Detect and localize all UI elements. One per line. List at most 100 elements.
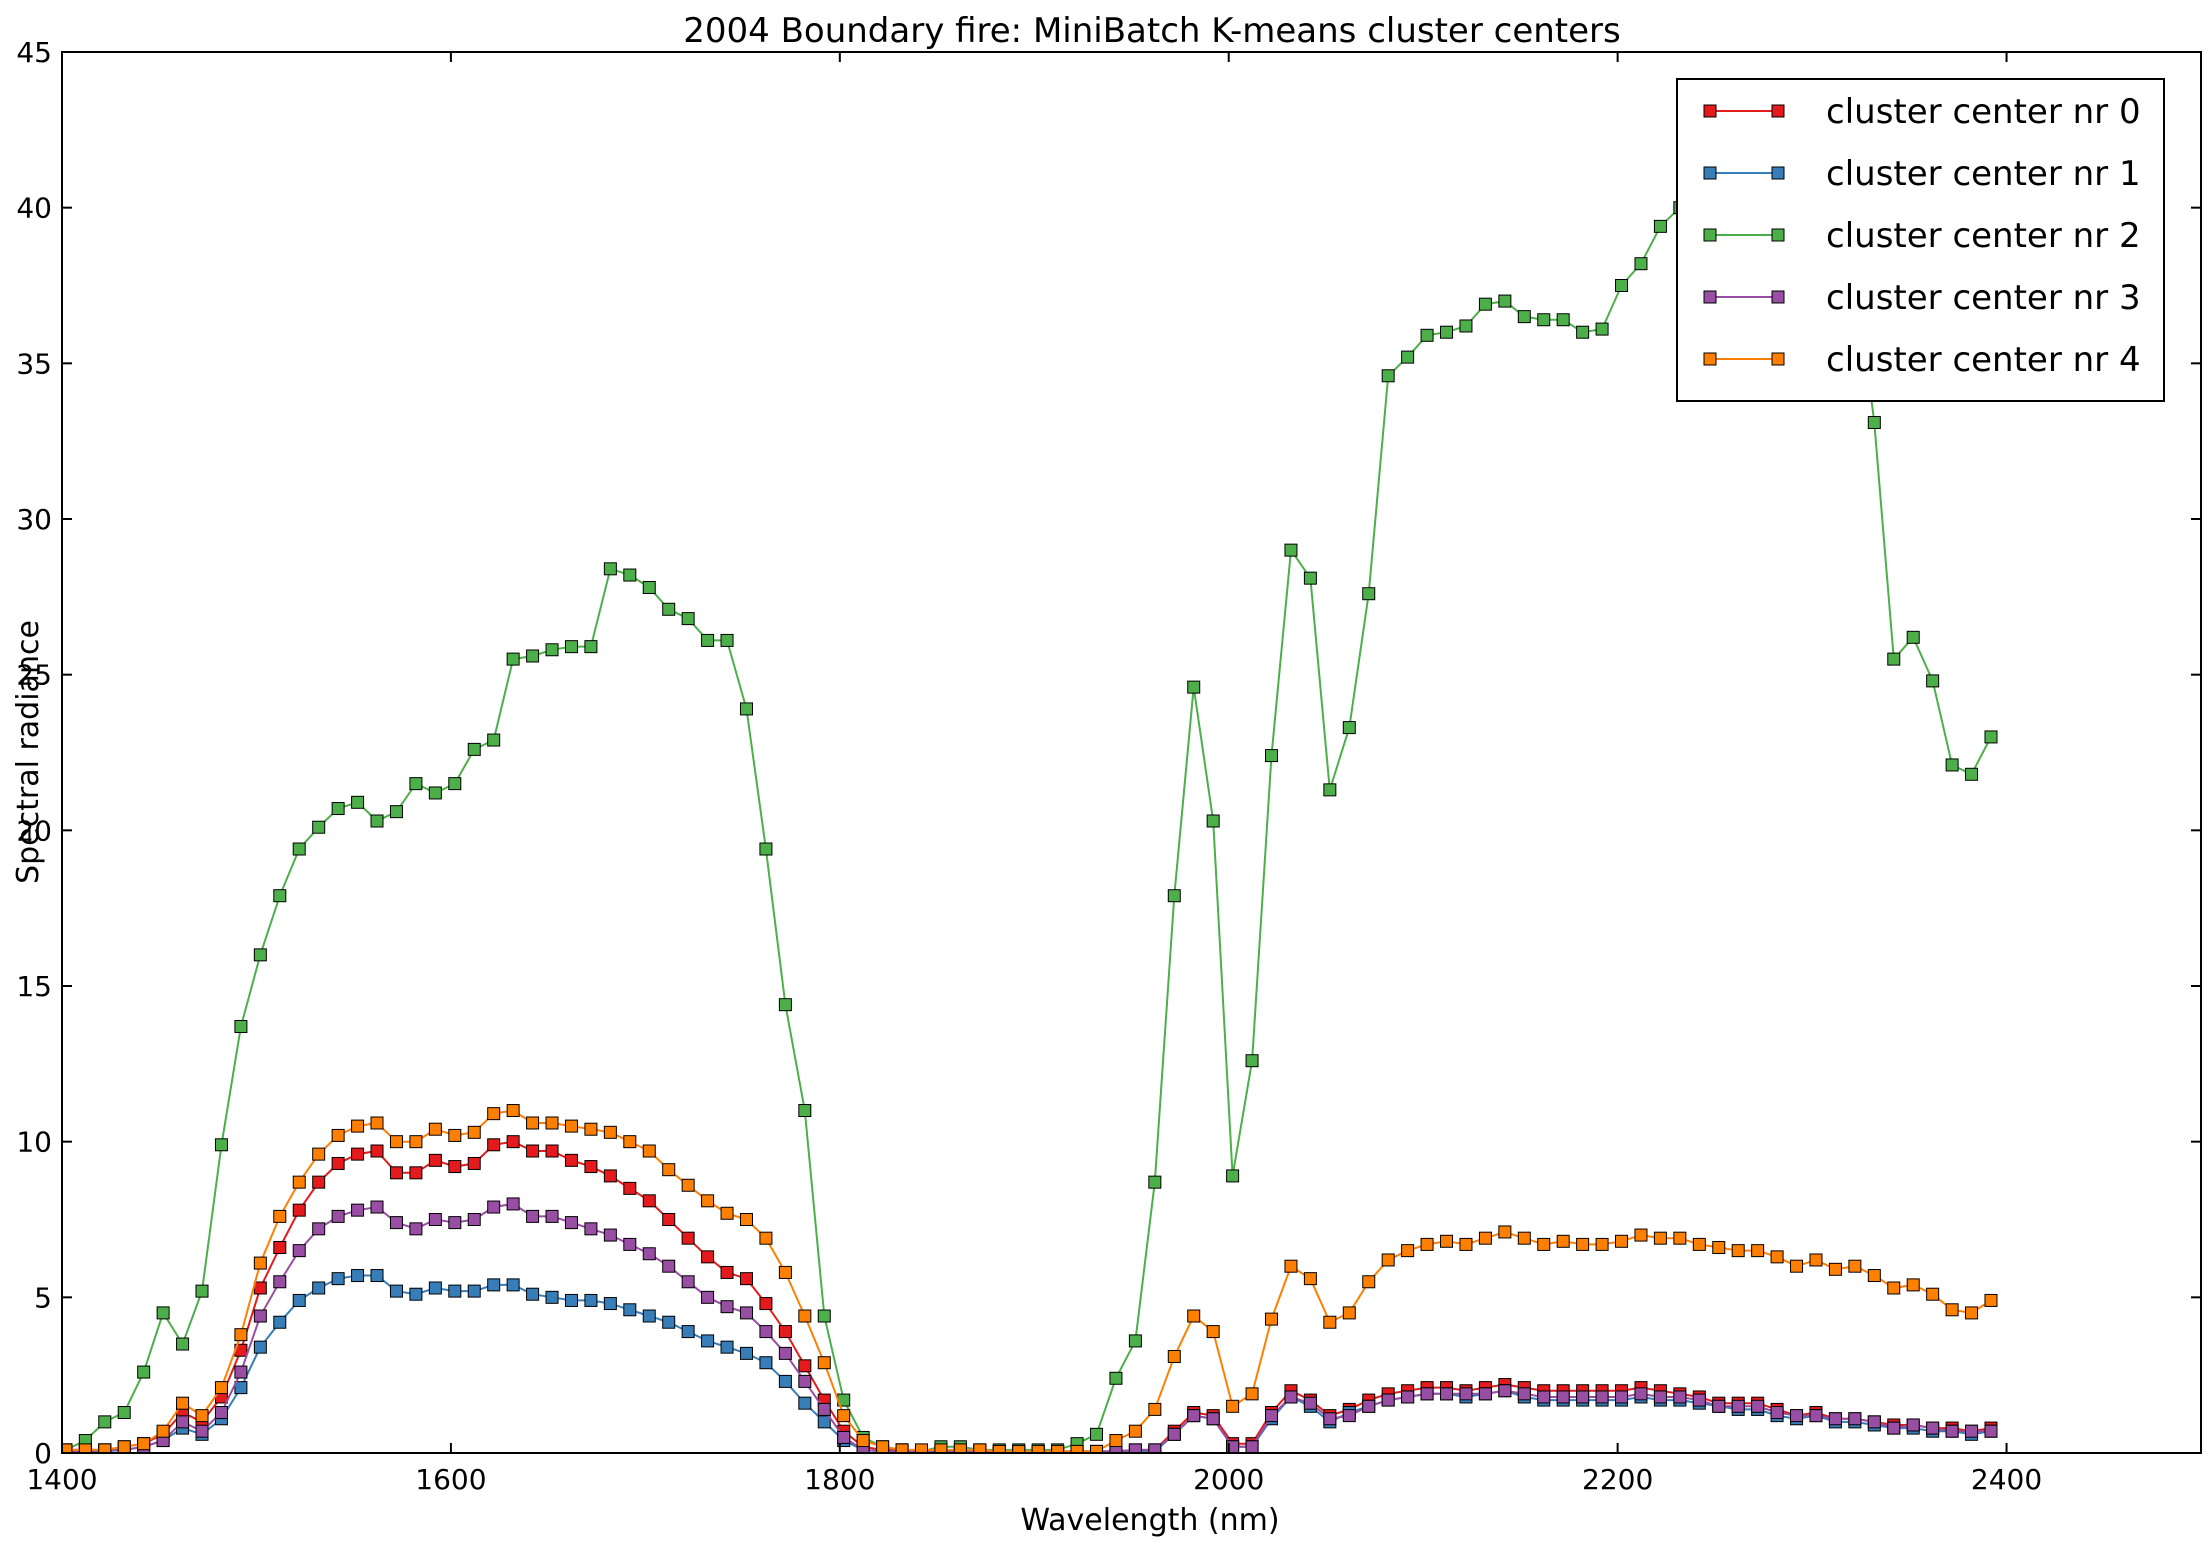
data-point: [1206, 814, 1220, 828]
data-point: [389, 1166, 403, 1180]
data-point: [409, 1222, 423, 1236]
data-point: [545, 643, 559, 657]
legend-marker: [1771, 166, 1785, 180]
data-point: [1303, 1396, 1317, 1410]
data-point: [292, 1244, 306, 1258]
data-point: [1070, 1444, 1084, 1453]
data-point: [312, 1147, 326, 1161]
data-point: [1945, 758, 1959, 772]
data-point: [1381, 1253, 1395, 1267]
data-point: [1089, 1427, 1103, 1441]
data-point: [506, 1197, 520, 1211]
legend-marker: [1703, 290, 1717, 304]
data-point: [1906, 630, 1920, 644]
data-point: [1790, 1409, 1804, 1423]
data-point: [584, 640, 598, 654]
data-point: [720, 1300, 734, 1314]
data-point: [312, 820, 326, 834]
data-point: [564, 1216, 578, 1230]
legend-marker: [1771, 352, 1785, 366]
data-point: [701, 1290, 715, 1304]
data-point: [1167, 1427, 1181, 1441]
data-point: [195, 1284, 209, 1298]
y-tick-label: 15: [16, 970, 52, 1003]
data-point: [798, 1359, 812, 1373]
y-tick-label: 30: [16, 503, 52, 536]
data-point: [1187, 1309, 1201, 1323]
data-point: [798, 1396, 812, 1410]
data-point: [603, 1228, 617, 1242]
data-point: [623, 1303, 637, 1317]
data-point: [720, 1265, 734, 1279]
data-point: [1653, 1231, 1667, 1245]
data-point: [1517, 1231, 1531, 1245]
data-point: [681, 612, 695, 626]
data-point: [1187, 680, 1201, 694]
data-point: [1323, 783, 1337, 797]
y-axis: 0 5 10 15 20 25 30 35 40 45: [16, 36, 2201, 1470]
data-point: [1401, 350, 1415, 364]
data-point: [662, 602, 676, 616]
legend-entry-label: cluster center nr 2: [1826, 216, 2141, 256]
data-point: [1284, 1390, 1298, 1404]
data-point: [1342, 721, 1356, 735]
data-point: [156, 1306, 170, 1320]
data-point: [564, 1153, 578, 1167]
data-point: [1576, 325, 1590, 339]
legend-entry-label: cluster center nr 0: [1826, 92, 2141, 132]
data-point: [1945, 1424, 1959, 1438]
data-point: [720, 633, 734, 647]
data-point: [1731, 1399, 1745, 1413]
legend-entry-label: cluster center nr 1: [1826, 154, 2141, 194]
data-point: [1342, 1409, 1356, 1423]
data-point: [331, 1156, 345, 1170]
x-tick-label: 1600: [415, 1463, 486, 1496]
data-point: [720, 1340, 734, 1354]
data-point: [837, 1430, 851, 1444]
data-point: [1887, 652, 1901, 666]
data-point: [331, 1128, 345, 1142]
data-point: [253, 1309, 267, 1323]
data-point: [487, 1278, 501, 1292]
data-point: [1401, 1390, 1415, 1404]
data-point: [1381, 369, 1395, 383]
data-point: [195, 1424, 209, 1438]
data-point: [351, 1119, 365, 1133]
data-point: [526, 1209, 540, 1223]
data-point: [1770, 1406, 1784, 1420]
data-point: [428, 1281, 442, 1295]
data-point: [1828, 1262, 1842, 1276]
data-point: [837, 1409, 851, 1423]
data-point: [273, 1315, 287, 1329]
data-point: [78, 1443, 92, 1453]
y-tick-label: 40: [16, 192, 52, 225]
data-point: [701, 1194, 715, 1208]
data-point: [1051, 1444, 1065, 1453]
data-point: [1265, 1312, 1279, 1326]
legend-marker: [1703, 166, 1717, 180]
series-line: [65, 175, 1992, 1453]
data-point: [1128, 1443, 1142, 1453]
data-point: [273, 1241, 287, 1255]
data-point: [1615, 279, 1629, 292]
legend-marker: [1703, 104, 1717, 118]
data-point: [506, 1135, 520, 1149]
legend-marker: [1703, 352, 1717, 366]
data-point: [506, 1278, 520, 1292]
data-point: [253, 1281, 267, 1295]
data-point: [759, 1231, 773, 1245]
data-point: [506, 1104, 520, 1118]
data-point: [370, 1144, 384, 1158]
data-point: [331, 1272, 345, 1286]
data-point: [1031, 1444, 1045, 1453]
plot-frame: [61, 51, 2202, 1454]
data-point: [351, 795, 365, 809]
data-point: [701, 1250, 715, 1264]
data-point: [389, 1284, 403, 1298]
data-point: [253, 948, 267, 962]
data-point: [389, 1216, 403, 1230]
data-point: [1323, 1412, 1337, 1426]
data-point: [1984, 1424, 1998, 1438]
data-point: [1576, 1237, 1590, 1251]
data-point: [331, 1209, 345, 1223]
